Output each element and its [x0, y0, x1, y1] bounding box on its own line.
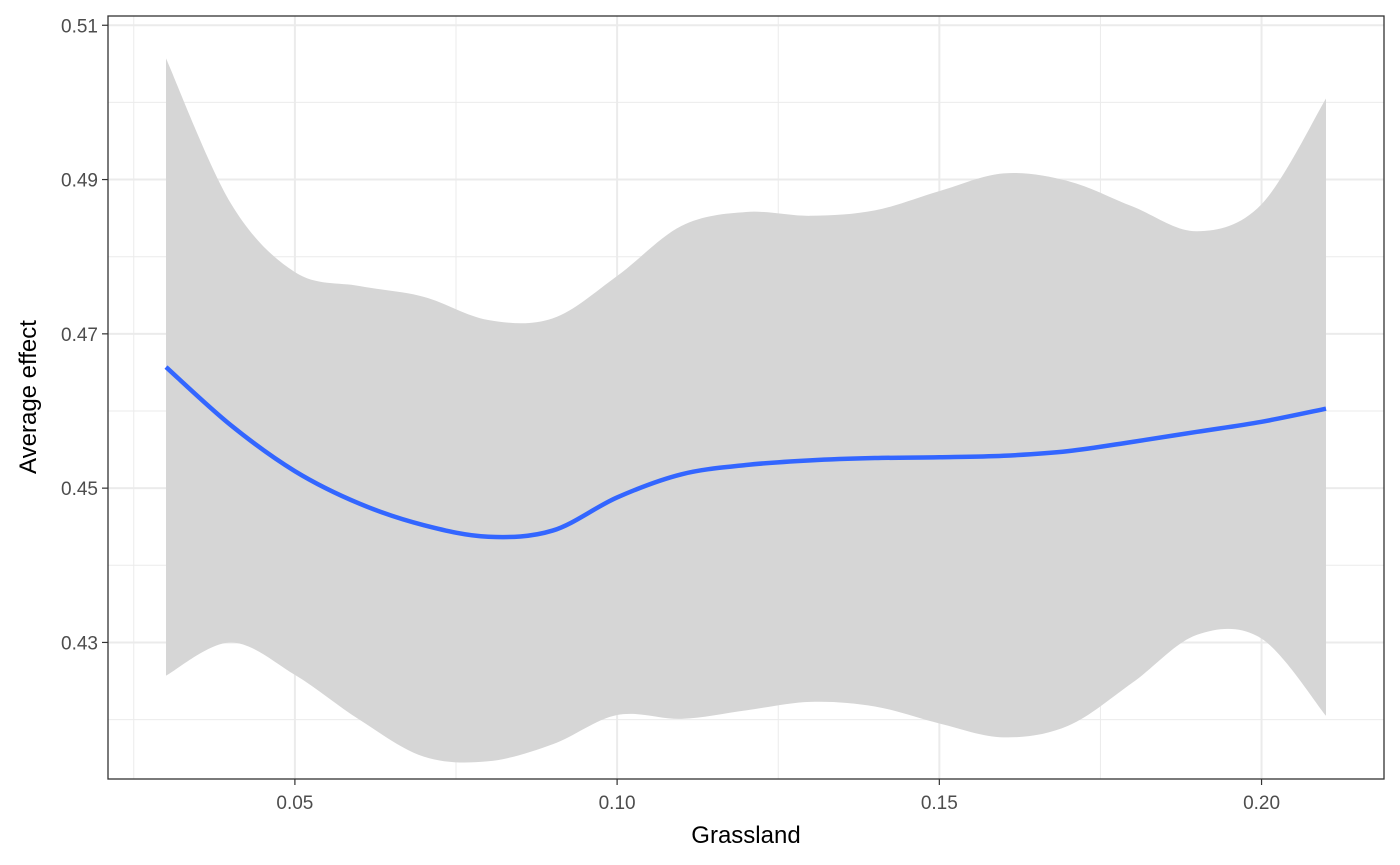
- x-tick-label: 0.05: [276, 793, 313, 814]
- y-tick-label: 0.47: [61, 325, 98, 346]
- y-tick-label: 0.49: [61, 171, 98, 192]
- x-tick-label: 0.20: [1243, 793, 1280, 814]
- smooth-line-layer: [164, 365, 1327, 540]
- x-axis: 0.05 0.10 0.15 0.20: [276, 779, 1280, 814]
- plot-panel-border: [107, 15, 1385, 780]
- smooth-line: [164, 365, 1327, 540]
- x-axis-title: Grassland: [691, 822, 800, 849]
- x-tick-label: 0.10: [599, 793, 636, 814]
- confidence-band: [166, 58, 1326, 763]
- y-tick-label: 0.43: [61, 633, 98, 654]
- y-tick-label: 0.45: [61, 479, 98, 500]
- confidence-band-layer: [166, 58, 1326, 763]
- x-tick-label: 0.15: [921, 793, 958, 814]
- y-axis-title: Average effect: [15, 320, 42, 474]
- y-axis: 0.43 0.45 0.47 0.49 0.51: [61, 16, 108, 654]
- y-tick-label: 0.51: [61, 16, 98, 37]
